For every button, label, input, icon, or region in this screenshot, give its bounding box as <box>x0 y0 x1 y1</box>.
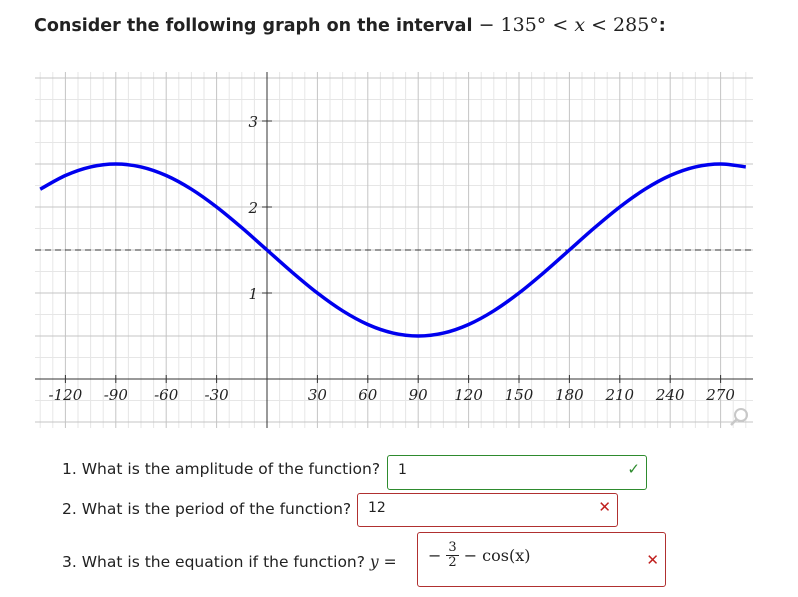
title-prefix: Consider the following graph on the inte… <box>34 16 473 36</box>
cross-icon: ✕ <box>598 498 611 516</box>
question-2: 2. What is the period of the function? <box>62 500 352 518</box>
page-title: Consider the following graph on the inte… <box>34 14 666 36</box>
function-curve <box>39 162 747 338</box>
title-suffix: : <box>658 16 666 36</box>
y-tick-label: 2 <box>247 199 258 217</box>
y-tick-labels: 1 2 3 <box>247 113 258 303</box>
x-tick-label: 30 <box>308 386 328 404</box>
amplitude-answer-field[interactable]: 1 ✓ <box>387 455 647 490</box>
x-tick-label: -60 <box>154 386 179 404</box>
x-tick-label: 270 <box>705 386 735 404</box>
period-answer-value: 12 <box>368 500 386 516</box>
x-tick-label: -120 <box>49 386 83 404</box>
question-3: 3. What is the equation if the function?… <box>62 553 397 571</box>
x-tick-label: 60 <box>358 386 378 404</box>
title-interval: − 135° < x < 285° <box>478 14 659 36</box>
cross-icon: ✕ <box>646 551 659 569</box>
x-tick-label: 210 <box>604 386 634 404</box>
question-1: 1. What is the amplitude of the function… <box>62 460 381 478</box>
y-tick-label: 1 <box>248 285 258 303</box>
x-tick-label: 120 <box>454 386 483 404</box>
zoom-magnifier-icon[interactable] <box>730 408 748 426</box>
equation-lhs: y = <box>369 553 397 571</box>
x-tick-label: 180 <box>555 386 584 404</box>
check-icon: ✓ <box>627 460 640 478</box>
amplitude-answer-value: 1 <box>398 462 407 478</box>
sine-graph: -120 -90 -60 -30 30 60 90 120 150 180 210 240 270 1 2… <box>35 72 753 428</box>
x-tick-label: 90 <box>409 386 429 404</box>
x-tick-label: -90 <box>104 386 129 404</box>
x-tick-labels: -120 -90 -60 -30 30 60 90 120 150 180 210 240 270 <box>49 386 736 404</box>
x-tick-label: 240 <box>655 386 685 404</box>
x-tick-label: -30 <box>205 386 230 404</box>
x-tick-label: 150 <box>505 386 534 404</box>
y-tick-label: 3 <box>248 113 258 131</box>
period-answer-field[interactable]: 12 ✕ <box>357 493 618 527</box>
